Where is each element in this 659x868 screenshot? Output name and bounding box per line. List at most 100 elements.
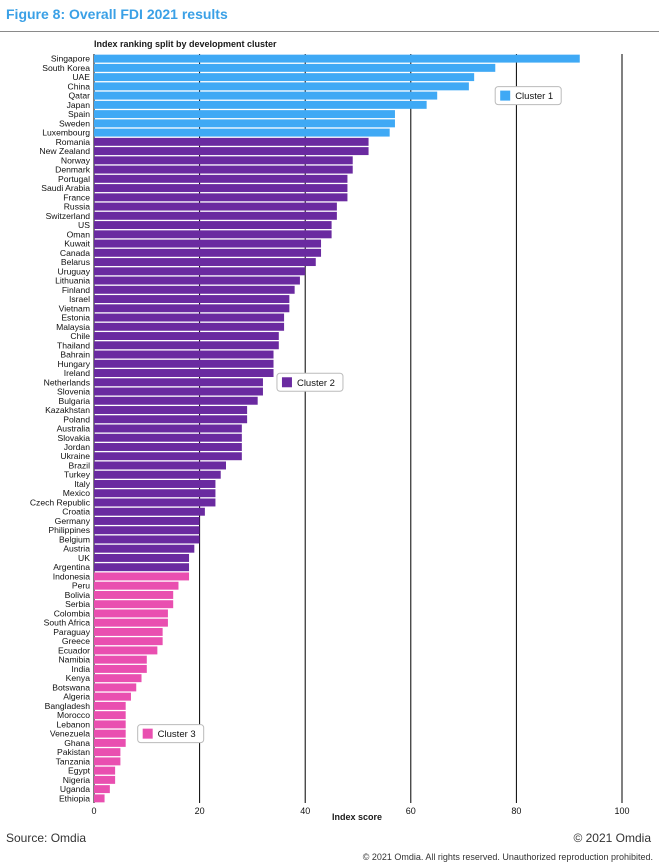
country-label: Belgium — [59, 534, 90, 544]
country-label: Bulgaria — [58, 396, 90, 406]
country-label: Philippines — [48, 525, 90, 535]
title-divider — [0, 31, 659, 32]
country-label: Ireland — [64, 368, 90, 378]
country-label: Russia — [64, 202, 90, 212]
country-label: China — [68, 81, 91, 91]
bar — [94, 54, 580, 63]
country-label: Botswana — [52, 682, 90, 692]
bar — [94, 498, 216, 507]
legend-swatch — [500, 90, 511, 101]
country-label: Australia — [57, 424, 91, 434]
bar — [94, 433, 242, 442]
country-label: Sweden — [59, 118, 90, 128]
country-label: Nigeria — [63, 775, 90, 785]
bar — [94, 63, 496, 72]
country-label: Indonesia — [53, 571, 90, 581]
bar — [94, 341, 279, 350]
country-label: Netherlands — [44, 377, 90, 387]
country-label: Switzerland — [46, 211, 91, 221]
country-label: Greece — [62, 636, 90, 646]
bar — [94, 221, 332, 230]
country-label: Paraguay — [53, 627, 90, 637]
bar — [94, 470, 221, 479]
country-label: Saudi Arabia — [41, 183, 90, 193]
source-note: Source: Omdia — [6, 831, 87, 845]
country-label: Kenya — [66, 673, 91, 683]
bar — [94, 128, 390, 137]
country-label: Argentina — [53, 562, 90, 572]
bar — [94, 424, 242, 433]
country-label: UAE — [72, 72, 90, 82]
x-tick-label: 0 — [91, 806, 96, 816]
bar — [94, 147, 369, 156]
bar — [94, 332, 279, 340]
country-label: Lithuania — [55, 276, 90, 286]
bar — [94, 507, 205, 516]
bar — [94, 600, 174, 609]
country-label: Finland — [62, 285, 90, 295]
bar — [94, 165, 353, 174]
country-label: Bolivia — [65, 590, 91, 600]
bar — [94, 378, 263, 387]
country-label: New Zealand — [39, 146, 90, 156]
country-label: Turkey — [64, 470, 91, 480]
bar — [94, 738, 126, 747]
bar — [94, 202, 337, 211]
country-label: Egypt — [68, 766, 91, 776]
country-label: Serbia — [65, 599, 90, 609]
bar — [94, 766, 116, 775]
bar — [94, 137, 369, 146]
bar — [94, 267, 306, 276]
bar — [94, 322, 285, 331]
bar — [94, 618, 168, 627]
bar — [94, 609, 168, 618]
country-label: Lebanon — [57, 719, 91, 729]
bar — [94, 646, 158, 655]
country-label: Brazil — [69, 460, 91, 470]
legend-label: Cluster 1 — [515, 91, 553, 102]
bar — [94, 452, 242, 461]
bar — [94, 82, 469, 91]
x-axis-label: Index score — [332, 812, 382, 822]
bar — [94, 664, 147, 673]
bar — [94, 415, 248, 424]
country-label: Canada — [60, 248, 90, 258]
bar — [94, 369, 274, 377]
country-label: Uruguay — [58, 266, 91, 276]
copyright-short: © 2021 Omdia — [573, 831, 651, 845]
country-label: Vietnam — [59, 303, 90, 313]
country-label: Czech Republic — [30, 497, 91, 507]
bar — [94, 674, 142, 683]
country-label: Pakistan — [57, 747, 90, 757]
x-tick-label: 100 — [614, 806, 629, 816]
bar — [94, 174, 348, 183]
legend-item: Cluster 2 — [276, 372, 344, 392]
bars — [94, 54, 580, 803]
legend-label: Cluster 3 — [158, 729, 196, 740]
bar — [94, 313, 285, 322]
country-label: Poland — [63, 414, 90, 424]
bar — [94, 775, 116, 784]
figure-title: Figure 8: Overall FDI 2021 results — [6, 6, 228, 22]
bar — [94, 553, 190, 562]
country-label: Kazakhstan — [45, 405, 90, 415]
bar — [94, 110, 395, 119]
bar — [94, 73, 475, 82]
bar — [94, 230, 332, 239]
x-tick-label: 20 — [195, 806, 205, 816]
bar — [94, 184, 348, 193]
bar — [94, 489, 216, 498]
bar — [94, 683, 137, 692]
bar — [94, 581, 179, 590]
bar — [94, 396, 258, 405]
bar — [94, 443, 242, 451]
legend: Cluster 1 Cluster 2 Cluster 3 — [137, 86, 562, 744]
x-tick-label: 60 — [406, 806, 416, 816]
country-label: Thailand — [57, 340, 90, 350]
bar — [94, 563, 190, 572]
bar — [94, 572, 190, 581]
country-label: Slovenia — [57, 387, 90, 397]
bar — [94, 387, 263, 396]
legend-swatch — [281, 377, 292, 388]
country-label: Mexico — [63, 488, 90, 498]
